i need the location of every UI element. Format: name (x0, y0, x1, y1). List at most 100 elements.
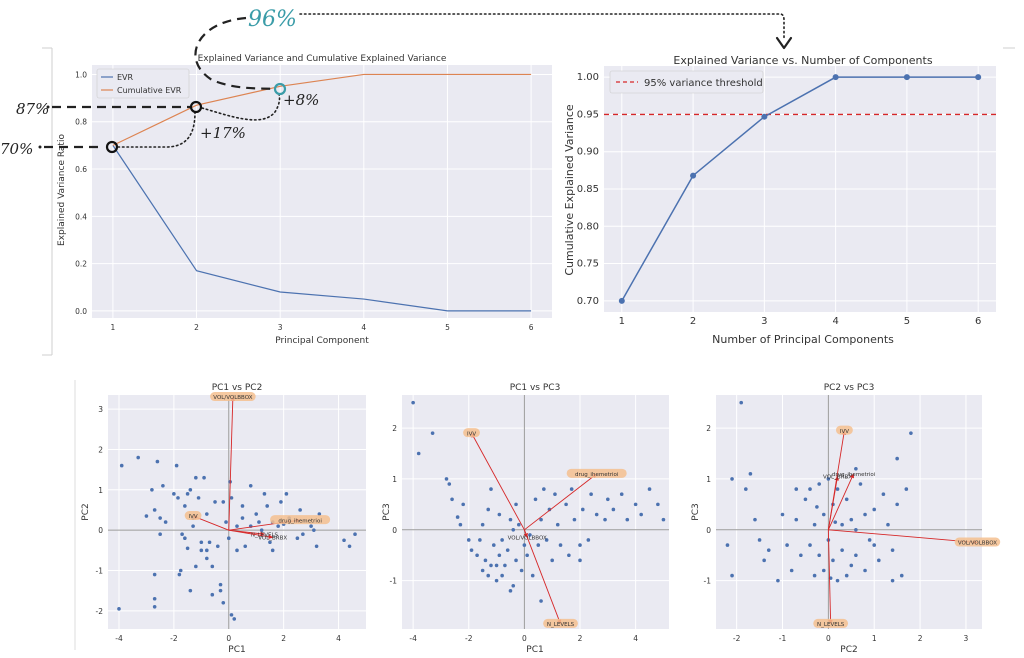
b13-ylabel: PC3 (382, 503, 392, 520)
b12-point (210, 564, 215, 569)
b13-point (480, 568, 485, 573)
b13-point (567, 553, 571, 558)
b23-xtick-label: -2 (733, 634, 741, 643)
b13-point (544, 538, 549, 542)
b13-point (578, 543, 582, 547)
b12-xtick-label: -4 (115, 634, 123, 643)
b23-point (780, 512, 785, 517)
b23-point (886, 522, 890, 527)
evr-plot-area (92, 65, 552, 318)
b23-point (877, 558, 881, 563)
b12-point (152, 596, 157, 601)
b12-point (301, 532, 305, 536)
b23-point (817, 482, 821, 486)
b12-point (298, 508, 302, 512)
b12-loading-arrow (228, 529, 274, 539)
evr-legend-box (96, 68, 190, 99)
b13-point (505, 548, 510, 552)
b13-ytick-label: 2 (392, 424, 397, 433)
b13-point (519, 568, 524, 573)
b12-point (185, 492, 190, 496)
b13-point (586, 538, 591, 542)
b23-point (789, 568, 794, 573)
b12-loading-highlight (210, 392, 256, 402)
annot-70-label: 70% (0, 140, 33, 158)
b13-point (416, 451, 421, 456)
b12-point (262, 492, 267, 496)
b13-point (500, 573, 504, 578)
b12-point (235, 548, 239, 553)
annot-96-label: 96% (248, 7, 297, 32)
b12-point (207, 540, 212, 545)
b12-point (215, 544, 220, 549)
annotation-layer: 96% 87% 70% +17% +8% (0, 7, 793, 158)
b12-loading-label: VOL_BRBX (258, 536, 287, 542)
b13-point (500, 538, 504, 542)
b12-point (183, 504, 187, 508)
b23-point (840, 522, 844, 527)
annot-96-dashed-curve (194, 16, 277, 91)
b23-loading-highlight (813, 618, 849, 628)
b13-xlabel: PC1 (526, 645, 543, 655)
evr-series-line-1 (112, 73, 532, 146)
b23-loading-arrow (828, 529, 978, 545)
b12-point (235, 524, 239, 528)
b13-point (517, 522, 521, 527)
cum-xtick-label: 6 (975, 316, 981, 327)
b23-point (803, 497, 808, 502)
b12-point (144, 514, 149, 518)
b12-loading-highlight (270, 515, 331, 525)
evr-chart: 1 2 3 4 5 6 0.0 0.2 0.4 0.6 0.8 1.0 Explained Varia… (57, 54, 552, 346)
b13-point (514, 502, 518, 507)
b13-point (572, 517, 577, 522)
b12-ytick-label: 3 (98, 405, 103, 414)
b23-xtick-label: 1 (872, 634, 877, 643)
b13-loading-arrow (524, 473, 598, 531)
b13-xtick-label: -4 (409, 634, 417, 643)
b23-xlabel: PC2 (840, 645, 857, 655)
b23-loading-arrow (827, 473, 854, 530)
b12-point (178, 568, 183, 573)
b13-point (525, 553, 529, 558)
b13-point (589, 492, 593, 496)
evr-xtick-label: 5 (445, 323, 450, 332)
b23-point (858, 482, 863, 486)
b13-point (486, 507, 491, 512)
b12-point (188, 488, 193, 492)
b23-point (872, 543, 877, 547)
b12-point (177, 572, 182, 577)
b23-point (757, 538, 762, 542)
b13-point (530, 573, 535, 578)
b23-point (840, 548, 844, 552)
evr-marks (112, 73, 532, 312)
annot-96-arrow-head (775, 36, 793, 50)
evr-ylabel: Explained Variance Ratio (57, 134, 67, 246)
b13-point (522, 543, 527, 547)
b13-point (633, 502, 638, 507)
b13-loading-highlight (566, 468, 627, 478)
b23-point (899, 573, 904, 578)
b12-point (152, 605, 157, 609)
b23-point (867, 538, 872, 542)
b12-xtick-label: -2 (170, 634, 178, 643)
b23-point (826, 477, 831, 481)
b12-point (229, 496, 234, 500)
b13-point (486, 573, 491, 578)
b13-xtick-label: -2 (465, 634, 473, 643)
cum-legend-label: 95% variance threshold (644, 78, 763, 89)
b12-point (152, 572, 157, 577)
b23-point (872, 507, 877, 512)
cum-point (832, 74, 839, 81)
b13-point (625, 517, 630, 522)
annot-87-dot (46, 105, 50, 109)
b13-point (611, 507, 616, 512)
b13-point (508, 517, 513, 522)
b12-ytick-label: 2 (98, 445, 103, 454)
b23-point (815, 505, 819, 509)
b13-loading-arrow (523, 529, 562, 625)
b23-point (766, 548, 771, 552)
b23-ytick-label: 0 (706, 526, 711, 535)
b13-point (511, 528, 516, 532)
cum-xtick-label: 3 (761, 316, 767, 327)
b12-point (117, 607, 121, 611)
